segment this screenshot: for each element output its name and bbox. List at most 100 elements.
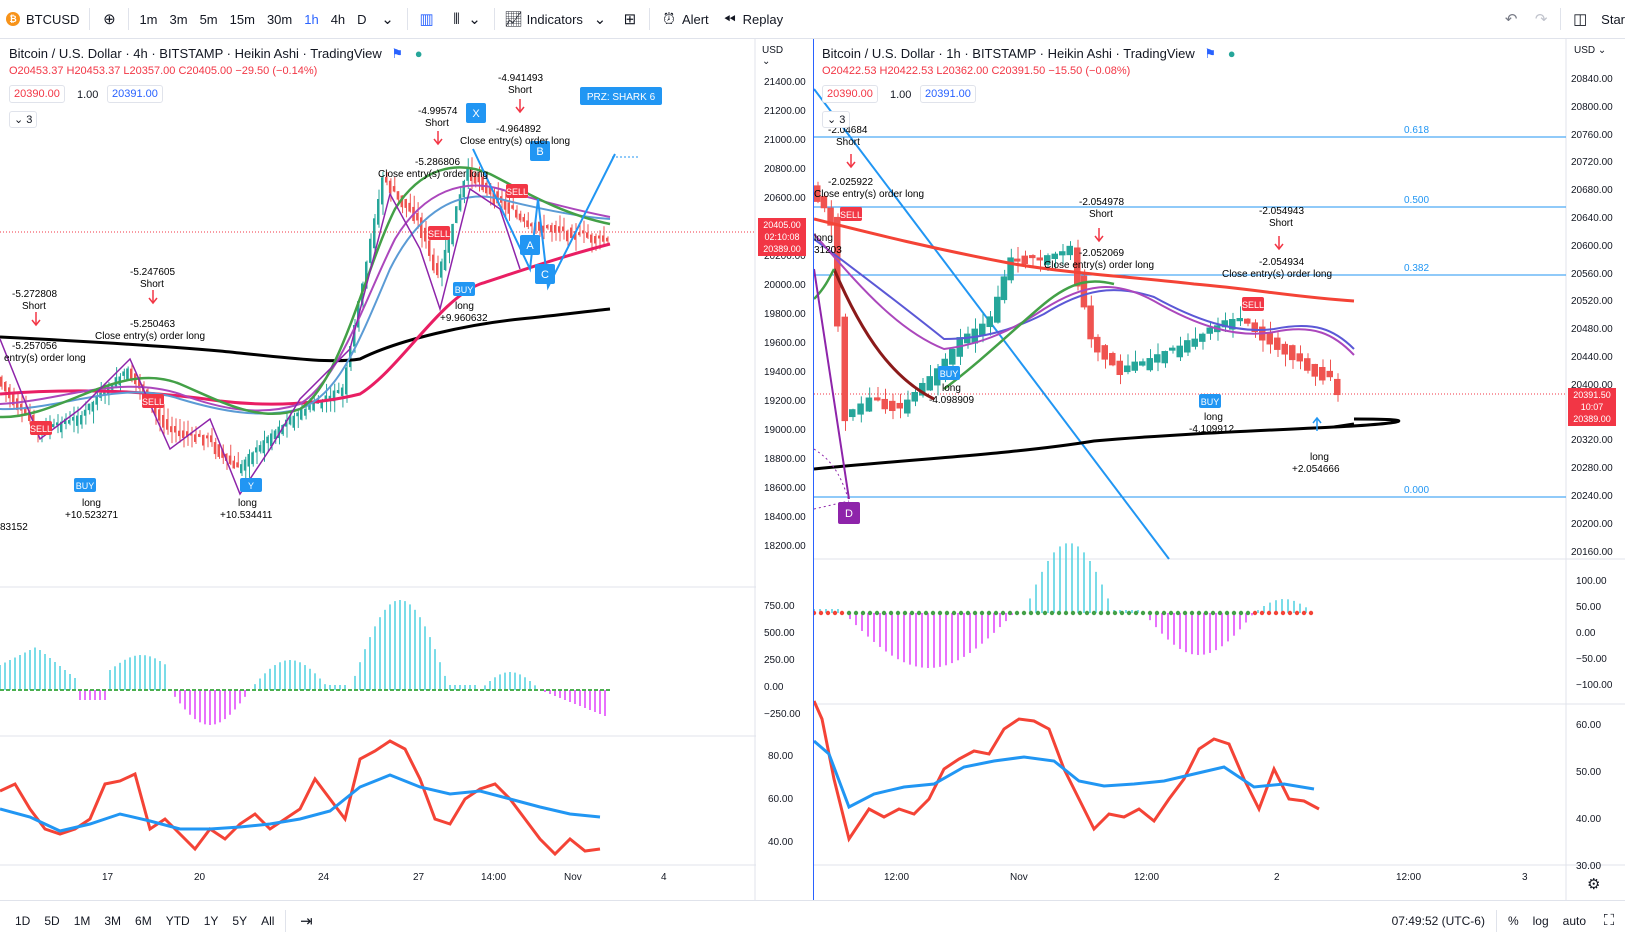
range-all[interactable]: All	[261, 913, 275, 928]
layout-button[interactable]: ◫	[1565, 0, 1595, 38]
chart-settings-button[interactable]: ⚙	[1587, 875, 1600, 893]
compare-button[interactable]: ⊕	[94, 0, 124, 38]
candle-body	[72, 416, 75, 421]
buy-signal-marker[interactable]: Y	[240, 478, 262, 492]
interval-4h[interactable]: 4h	[330, 11, 346, 27]
candle-body	[190, 432, 193, 436]
sell-price-button[interactable]: 20390.00	[9, 85, 65, 103]
range-6m[interactable]: 6M	[135, 913, 152, 928]
goto-date-button[interactable]: ⇥	[290, 901, 322, 940]
point-a-marker[interactable]: A	[520, 235, 540, 255]
candle-body	[154, 403, 157, 414]
interval-dropdown[interactable]: ⌄	[373, 0, 403, 38]
candle-body	[16, 398, 19, 411]
interval-d[interactable]: D	[357, 11, 367, 27]
left-chart-title[interactable]: Bitcoin / U.S. Dollar · 4h · BITSTAMP · …	[9, 46, 423, 62]
alert-label: Alert	[681, 11, 709, 27]
range-3m[interactable]: 3M	[104, 913, 122, 928]
buy-signal-text: BUY	[1201, 397, 1220, 407]
left-chart-pane[interactable]: SELL SELL SELL SELL BUY BUY Y X A B C PR…	[0, 39, 806, 900]
axis-tick-label: 19000.00	[764, 425, 806, 436]
candle-body	[443, 249, 447, 271]
right-chart-title[interactable]: Bitcoin / U.S. Dollar · 1h · BITSTAMP · …	[822, 46, 1236, 62]
prz-label-box[interactable]: PRZ: SHARK 6	[580, 87, 662, 105]
point-c-marker[interactable]: C	[535, 264, 555, 284]
range-5y[interactable]: 5Y	[232, 913, 248, 928]
zero-dot	[923, 610, 929, 616]
candle-body	[130, 368, 133, 381]
range-1m[interactable]: 1M	[73, 913, 91, 928]
candle-body	[1059, 251, 1066, 256]
trade-annotation: long	[1204, 412, 1223, 423]
axis-tick-label: 20800.00	[764, 164, 806, 175]
sell-signal-marker[interactable]: SELL	[506, 184, 528, 198]
interval-15m[interactable]: 15m	[229, 11, 255, 27]
right-chart-canvas[interactable]: 0.618 0.500 0.382 0.000 SELL SELL BUY BU…	[814, 39, 1625, 900]
sell-signal-marker[interactable]: SELL	[840, 207, 862, 221]
interval-5m[interactable]: 5m	[199, 11, 218, 27]
low-price-value: 20389.00	[763, 244, 801, 254]
legend-collapse-button[interactable]: ⌄ 3	[822, 111, 851, 128]
candle-body	[24, 407, 27, 414]
point-x-marker[interactable]: X	[466, 103, 486, 123]
fib-label: 0.500	[1404, 195, 1429, 206]
legend-collapse-button[interactable]: ⌄ 3	[9, 111, 38, 128]
right-chart-pane[interactable]: 0.618 0.500 0.382 0.000 SELL SELL BUY BU…	[813, 39, 1625, 900]
buy-signal-marker[interactable]: BUY	[1199, 394, 1221, 408]
log-toggle[interactable]: log	[1532, 913, 1549, 928]
left-chart-canvas[interactable]: SELL SELL SELL SELL BUY BUY Y X A B C PR…	[0, 39, 756, 900]
interval-1h[interactable]: 1h	[304, 11, 319, 27]
chart-type-button[interactable]: ⫴ ⌄	[442, 0, 490, 38]
interval-30m[interactable]: 30m	[266, 11, 293, 27]
gear-icon: ⚙	[1587, 876, 1601, 893]
sell-signal-marker[interactable]: SELL	[142, 394, 164, 408]
sell-signal-marker[interactable]: SELL	[428, 226, 450, 240]
fullscreen-button[interactable]: ⛶	[1593, 901, 1625, 940]
redo-button[interactable]: ↷	[1526, 0, 1556, 38]
interval-3m[interactable]: 3m	[169, 11, 188, 27]
range-1y[interactable]: 1Y	[203, 913, 219, 928]
candle-body	[865, 397, 873, 412]
range-ytd[interactable]: YTD	[165, 913, 190, 928]
divider	[648, 8, 650, 30]
buy-signal-marker[interactable]: BUY	[74, 478, 96, 492]
bar-style-button[interactable]: ▥	[412, 0, 442, 38]
zero-dot	[1308, 610, 1314, 616]
percent-toggle[interactable]: %	[1507, 913, 1519, 928]
zero-dot	[1259, 610, 1265, 616]
range-1d[interactable]: 1D	[15, 913, 31, 928]
purple-ma-line	[0, 184, 611, 412]
point-b-marker[interactable]: B	[530, 141, 550, 161]
sell-signal-marker[interactable]: SELL	[30, 421, 52, 435]
start-label[interactable]: Star	[1601, 11, 1625, 27]
interval-1m[interactable]: 1m	[139, 11, 158, 27]
bottom-toolbar: 1D 5D 1M 3M 6M YTD 1Y 5Y All ⇥ 07:49:52 …	[0, 900, 1625, 940]
currency-label[interactable]: USD ⌄	[1574, 45, 1607, 56]
status-dot-icon: ●	[1227, 46, 1236, 61]
buy-signal-marker[interactable]: BUY	[453, 282, 475, 296]
buy-price-button[interactable]: 20391.00	[107, 85, 163, 103]
replay-button[interactable]: ⏪︎ Replay	[715, 0, 789, 38]
zero-dot	[930, 610, 936, 616]
buy-price-button[interactable]: 20391.00	[920, 85, 976, 103]
sell-signal-text: SELL	[30, 424, 52, 434]
clock-display[interactable]: 07:49:52 (UTC-6)	[1391, 913, 1485, 928]
point-d-marker[interactable]: D	[838, 502, 860, 524]
range-5d[interactable]: 5D	[44, 913, 60, 928]
alert-button[interactable]: ⏰︎ Alert	[654, 0, 715, 38]
zero-dot	[1196, 610, 1202, 616]
currency-label[interactable]: USD ⌄	[762, 45, 784, 67]
sell-signal-marker[interactable]: SELL	[1242, 297, 1264, 311]
auto-toggle[interactable]: auto	[1562, 913, 1586, 928]
sell-price-button[interactable]: 20390.00	[822, 85, 878, 103]
flag-icon[interactable]: ⚑	[1204, 46, 1217, 61]
buy-signal-marker[interactable]: BUY	[938, 366, 960, 380]
flag-icon[interactable]: ⚑	[391, 46, 404, 61]
candles-icon: ▥	[419, 11, 434, 28]
long-arrow-icon	[1312, 416, 1322, 431]
zero-dot	[1154, 610, 1160, 616]
undo-button[interactable]: ↶	[1496, 0, 1526, 38]
templates-button[interactable]: ⊞	[615, 0, 645, 38]
symbol-search[interactable]: ₿ BTCUSD	[0, 0, 85, 38]
indicators-button[interactable]: 📈︎ Indicators ⌄	[499, 0, 615, 38]
